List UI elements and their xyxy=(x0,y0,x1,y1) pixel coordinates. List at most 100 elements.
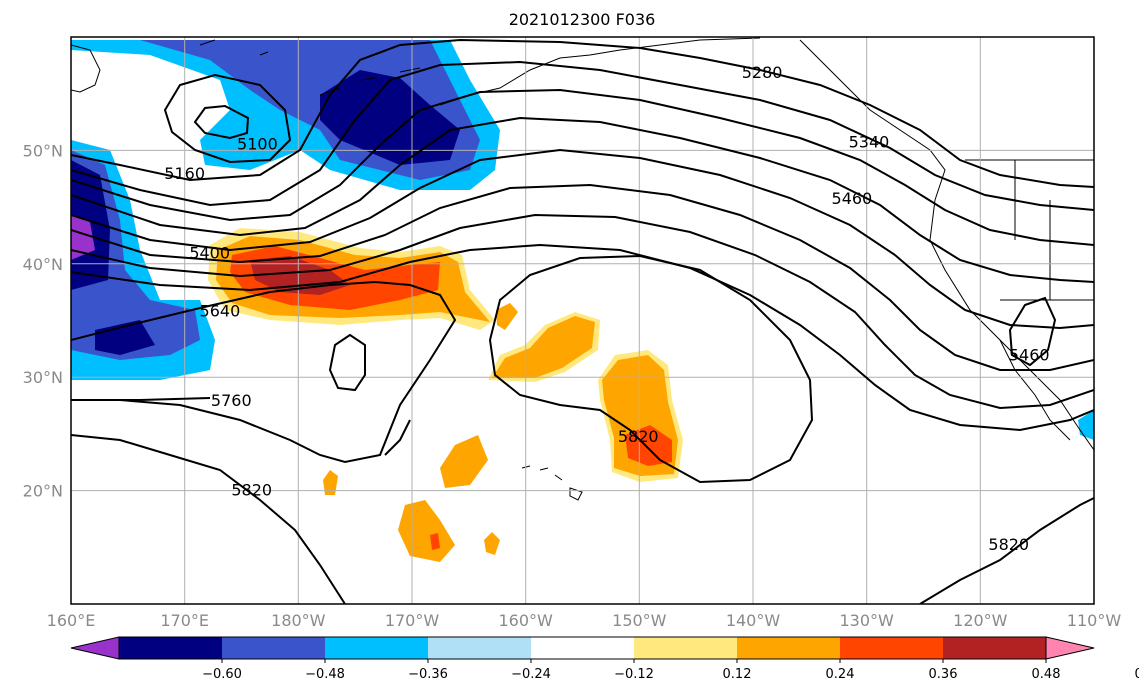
positive-anomaly-blob-6 xyxy=(484,532,500,555)
contour-label-7: 5760 xyxy=(211,391,252,410)
lon-label-5: 150°W xyxy=(612,611,667,630)
lon-label-7: 130°W xyxy=(839,611,894,630)
colorbar-frame xyxy=(118,636,1047,660)
colorbar-label-6: 0.24 xyxy=(826,667,855,682)
svg-text:5760: 5760 xyxy=(211,391,252,410)
colorbar-label-0: −0.60 xyxy=(202,667,242,682)
lat-label-2: 40°N xyxy=(23,255,63,274)
svg-text:5340: 5340 xyxy=(849,132,890,151)
svg-text:5820: 5820 xyxy=(231,480,272,499)
colorbar-swatch-0 xyxy=(119,637,222,659)
lat-label-3: 50°N xyxy=(23,141,63,160)
colorbar-label-9: 0.60 xyxy=(1135,667,1139,682)
svg-text:5820: 5820 xyxy=(988,535,1029,554)
colorbar-label-4: −0.12 xyxy=(614,667,654,682)
svg-text:5460: 5460 xyxy=(1009,346,1050,365)
map-frame xyxy=(70,36,1095,605)
contour-label-6: 5640 xyxy=(200,301,241,320)
lon-label-1: 170°E xyxy=(160,611,209,630)
graticule xyxy=(71,37,1094,604)
contour-5100-low xyxy=(193,104,250,140)
contour-5760 xyxy=(71,397,211,401)
colorbar-extension-high xyxy=(1045,636,1095,660)
lon-label-0: 160°E xyxy=(47,611,96,630)
svg-text:5100: 5100 xyxy=(237,135,278,154)
contour-label-3: 5340 xyxy=(849,132,890,151)
contour-5460 xyxy=(71,183,1094,371)
positive-anomaly-blob-2-strong xyxy=(625,425,672,466)
longitude-labels: 160°E 170°E 180°W 170°W 160°W 150°W 140°W 130°W… xyxy=(47,611,1122,630)
colorbar-swatch-3 xyxy=(428,637,531,659)
contour-5280 xyxy=(71,88,1094,246)
negative-anomaly-west-extreme xyxy=(71,215,95,260)
contour-5820-southwest xyxy=(71,434,346,604)
colorbar-swatch-4 xyxy=(531,637,634,659)
colorbar-swatch-2 xyxy=(325,637,428,659)
contour-labels: 5100 5160 5280 5340 5460 5400 5640 5760 5460 5820… xyxy=(164,63,1050,554)
contour-label-9: 5820 xyxy=(618,427,659,446)
contour-label-8: 5460 xyxy=(1009,346,1050,365)
contour-5640 xyxy=(71,280,457,464)
lon-label-2: 180°W xyxy=(271,611,326,630)
svg-text:5280: 5280 xyxy=(742,63,783,82)
lon-label-8: 120°W xyxy=(953,611,1008,630)
lat-label-0: 20°N xyxy=(23,482,63,501)
colorbar-label-8: 0.48 xyxy=(1032,667,1061,682)
map-title: 2021012300 F036 xyxy=(508,10,656,29)
kamchatka-coast xyxy=(71,44,101,93)
contour-label-0: 5100 xyxy=(237,135,278,154)
colorbar-swatch-1 xyxy=(222,637,325,659)
lon-label-6: 140°W xyxy=(726,611,781,630)
svg-text:5820: 5820 xyxy=(618,427,659,446)
colorbar-label-5: 0.12 xyxy=(723,667,752,682)
contour-label-1: 5160 xyxy=(164,164,205,183)
positive-anomaly-blob-7 xyxy=(496,303,518,330)
contour-label-2: 5280 xyxy=(742,63,783,82)
contour-5460-east xyxy=(1008,296,1057,367)
contour-5340 xyxy=(71,116,1094,283)
contour-5640-small xyxy=(328,333,366,392)
height-contours xyxy=(71,38,1094,604)
svg-text:5460: 5460 xyxy=(832,189,873,208)
positive-anomaly-blob-3 xyxy=(440,435,488,488)
colorbar-label-1: −0.48 xyxy=(305,667,345,682)
lon-label-9: 110°W xyxy=(1067,611,1122,630)
contour-5400 xyxy=(71,148,1094,330)
negative-anomaly-west-deep2 xyxy=(95,320,155,355)
contour-5820-southeast xyxy=(919,497,1094,604)
positive-anomaly-blob-1-core xyxy=(492,316,595,378)
contour-low-ring xyxy=(163,73,292,164)
colorbar-extension-low xyxy=(70,636,120,660)
colorbar-label-2: −0.36 xyxy=(408,667,448,682)
colorbar-swatch-8 xyxy=(943,637,1046,659)
contour-5520 xyxy=(71,213,1094,410)
contour-label-10: 5820 xyxy=(231,480,272,499)
lon-label-3: 170°W xyxy=(385,611,440,630)
svg-text:5640: 5640 xyxy=(200,301,241,320)
positive-anomaly-blob-4-strong xyxy=(430,533,440,550)
colorbar-swatch-7 xyxy=(840,637,943,659)
contour-5220 xyxy=(71,60,1094,211)
contour-5820-mid xyxy=(384,419,411,456)
latitude-labels: 20°N 30°N 40°N 50°N xyxy=(23,141,63,500)
colorbar-swatch-5 xyxy=(634,637,737,659)
colorbar-label-7: 0.36 xyxy=(929,667,958,682)
anomaly-fills xyxy=(71,40,1094,562)
baja-peninsula xyxy=(999,339,1071,441)
colorbar: −0.60 −0.48 −0.36 −0.24 −0.12 0.12 0.24 0.36 0.4… xyxy=(70,636,1139,682)
svg-text:5160: 5160 xyxy=(164,164,205,183)
lon-label-4: 160°W xyxy=(498,611,553,630)
lat-label-1: 30°N xyxy=(23,368,63,387)
positive-anomaly-blob-5 xyxy=(323,470,338,495)
aleutian-islands xyxy=(199,39,421,96)
negative-anomaly-north-deep xyxy=(320,70,460,165)
svg-text:5400: 5400 xyxy=(189,243,230,262)
contour-label-4: 5460 xyxy=(832,189,873,208)
contour-5160 xyxy=(71,38,1094,188)
colorbar-label-3: −0.24 xyxy=(511,667,551,682)
contour-label-5: 5400 xyxy=(189,243,230,262)
colorbar-swatch-6 xyxy=(737,637,840,659)
contour-label-11: 5820 xyxy=(988,535,1029,554)
north-america-west-coast xyxy=(799,39,1094,451)
